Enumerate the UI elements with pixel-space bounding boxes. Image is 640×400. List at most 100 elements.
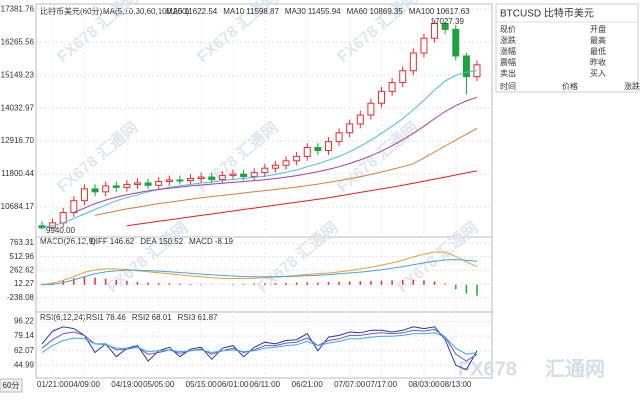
legend-name: RSI3: [178, 313, 196, 322]
quote-field: 涨幅: [500, 46, 516, 56]
y-tick-label: 512.96: [10, 252, 35, 261]
x-tick-label: 05/15:00: [186, 380, 218, 389]
x-tick-label: 07/07:00: [334, 380, 366, 389]
table-header: 时间: [500, 81, 516, 91]
candle-body: [303, 147, 311, 157]
quote-panel: [495, 3, 639, 93]
candle-body: [462, 55, 470, 78]
period-label[interactable]: 60分: [3, 381, 20, 390]
candle-body: [112, 185, 120, 188]
y-tick-label: 16265.56: [1, 37, 35, 46]
y-tick-label: 79.14: [14, 331, 35, 340]
candle-body: [208, 176, 216, 180]
legend-name: DEA: [140, 237, 157, 246]
quote-field: 买入: [590, 69, 606, 78]
quote-field: 卖出: [500, 68, 516, 78]
candle-body: [155, 180, 163, 186]
quote-field: 开盘: [590, 24, 606, 34]
legend-name: MACD: [189, 237, 213, 246]
x-tick-label: 08/03:00: [408, 380, 440, 389]
y-tick-label: 15149.23: [1, 70, 35, 79]
line-series: [41, 332, 478, 355]
legend-value: 10617.63: [436, 7, 470, 16]
legend-value: 10869.35: [370, 7, 404, 16]
quote-field: 最低: [590, 46, 606, 56]
candle-body: [356, 114, 364, 125]
legend-value: 146.62: [110, 237, 135, 246]
candle-body: [293, 155, 301, 162]
legend-value: 11622.54: [184, 7, 217, 16]
candle-body: [420, 37, 428, 54]
y-tick-label: 96.22: [14, 317, 35, 326]
candle-body: [80, 188, 88, 202]
x-tick-label: 07/17:00: [366, 380, 398, 389]
line-series: [41, 259, 478, 286]
y-tick-label: 11800.44: [1, 169, 34, 178]
legend-name: RSI2: [132, 313, 150, 322]
candle-body: [165, 179, 173, 182]
line-series: [41, 251, 478, 286]
candle-body: [176, 179, 184, 182]
legend-value: 68.01: [152, 313, 173, 322]
candle-body: [452, 28, 460, 57]
x-tick-label: 06/21:00: [292, 380, 324, 389]
candle-body: [70, 200, 78, 213]
candle-body: [271, 164, 279, 169]
candle-body: [324, 141, 332, 151]
logo: 汇通网: [545, 357, 605, 380]
candle-body: [409, 52, 417, 72]
x-tick-label: 01/21:00: [37, 380, 69, 389]
legend-name: DIFF: [90, 237, 108, 246]
period-button[interactable]: [0, 378, 23, 393]
legend-value: -8.19: [215, 237, 234, 246]
legend-value: 78.46: [106, 313, 127, 322]
high-annotation: 17027.39: [431, 17, 465, 26]
quote-field: 昨收: [590, 57, 606, 67]
candle-body: [133, 182, 141, 185]
quote-field: 最高: [590, 35, 606, 45]
y-tick-label: 17381.76: [1, 4, 35, 13]
candle-body: [261, 167, 269, 174]
candle-body: [282, 160, 290, 166]
y-tick-label: 12916.70: [1, 136, 35, 145]
quote-title: BTCUSD 比特币美元: [500, 7, 594, 20]
legend-name: MA30: [285, 7, 306, 16]
x-tick-label: 08/13:00: [440, 380, 472, 389]
y-tick-label: 763.31: [10, 238, 35, 247]
legend-value: 11598.87: [246, 7, 279, 16]
candle-body: [399, 70, 407, 84]
chart-title: 比特币美元(60分): [40, 6, 103, 16]
y-tick-label: 62.07: [14, 346, 35, 355]
table-header: 价格: [562, 81, 578, 91]
candle-body: [314, 147, 322, 151]
line-series: [41, 70, 478, 228]
candle-body: [59, 211, 67, 224]
low-annotation: 9940.00: [46, 226, 75, 235]
legend-value: 11455.94: [308, 7, 341, 16]
x-tick-label: 04/19:00: [111, 380, 143, 389]
line-series: [41, 328, 478, 362]
logo: FX678: [458, 358, 517, 380]
y-tick-label: 12.27: [14, 279, 35, 288]
candle-body: [441, 22, 449, 30]
legend-value: 61.87: [197, 313, 218, 322]
legend-name: MA60: [347, 7, 368, 16]
x-tick-label: 04/09:00: [69, 380, 101, 389]
line-series: [94, 127, 478, 216]
ma-label: MA(5,10,30,60,100,200): [103, 7, 190, 16]
quote-field: 震幅: [500, 57, 516, 67]
x-tick-label: 05/05:00: [143, 380, 175, 389]
rsi-label: RSI(6,12,24): [40, 313, 86, 322]
candle-body: [240, 173, 248, 177]
candle-body: [431, 22, 439, 39]
line-series: [41, 326, 478, 371]
candle-body: [187, 178, 195, 182]
y-tick-label: 14032.97: [1, 103, 35, 112]
x-tick-label: 06/11:00: [250, 380, 281, 389]
candle-body: [378, 90, 386, 104]
table-header: 涨跌: [624, 81, 640, 91]
candle-body: [102, 185, 110, 193]
candle-body: [250, 172, 258, 177]
